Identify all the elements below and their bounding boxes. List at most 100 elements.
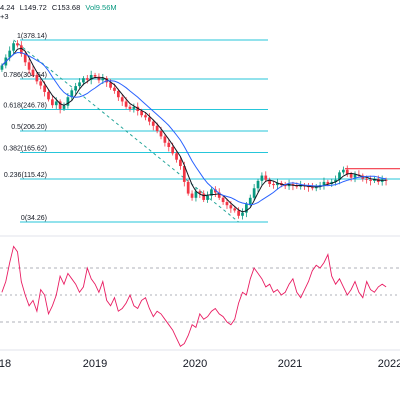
candle-body	[85, 78, 89, 80]
candle-body	[19, 45, 23, 54]
candle-body	[252, 188, 256, 198]
ohlc-volume-value: Vol9.56M	[85, 3, 117, 12]
candle-body	[12, 43, 15, 51]
candle-body	[179, 159, 182, 167]
candle-body	[264, 175, 268, 180]
candle-body	[186, 181, 190, 194]
candle-body	[175, 153, 178, 160]
candle-body	[295, 185, 299, 187]
candle-body	[233, 208, 237, 211]
candle-body	[155, 125, 159, 132]
candle-body	[16, 43, 19, 46]
candle-body	[148, 117, 151, 122]
ohlc-readout: 4.24 L149.72 C153.68 Vol9.56M	[0, 3, 120, 12]
candle-body	[342, 169, 345, 173]
candle-body	[47, 91, 50, 100]
candle-body	[54, 101, 58, 106]
candle-body	[23, 53, 27, 63]
x-tick-label: 2019	[83, 358, 107, 370]
candle-body	[380, 179, 384, 182]
fib-label-0.786: 0.786(304.54)	[3, 72, 47, 79]
x-tick-label: 2020	[183, 358, 207, 370]
candle-body	[109, 82, 112, 88]
candle-body	[116, 90, 120, 98]
candle-body	[210, 189, 213, 196]
candle-body	[334, 179, 337, 182]
candle-body	[113, 87, 116, 91]
candlestick-series	[0, 40, 388, 220]
candle-body	[120, 97, 124, 102]
fib-label-0.236: 0.236(115.42)	[4, 172, 47, 179]
candle-body	[190, 193, 194, 198]
candle-body	[128, 106, 132, 109]
candle-body	[237, 210, 240, 216]
indicator-sub-label: +3	[0, 12, 9, 21]
candle-body	[0, 65, 4, 70]
candle-body	[182, 166, 186, 182]
candle-body	[326, 181, 330, 185]
candle-body	[248, 197, 252, 205]
rsi-line	[1, 245, 387, 347]
candle-body	[338, 172, 341, 180]
candle-body	[245, 204, 248, 213]
candle-body	[124, 101, 128, 107]
candle-body	[31, 69, 35, 76]
candle-body	[349, 173, 353, 178]
candle-body	[225, 202, 229, 206]
candle-body	[144, 115, 147, 118]
moving-average-slow	[1, 51, 387, 206]
candle-body	[27, 62, 31, 70]
candle-body	[82, 78, 85, 83]
candle-body	[140, 110, 143, 116]
candle-body	[43, 85, 46, 92]
candle-body	[78, 82, 81, 87]
fib-label-0: 0(34.26)	[21, 215, 47, 222]
candle-body	[202, 193, 206, 200]
candle-body	[276, 182, 279, 186]
candle-body	[167, 142, 171, 147]
candle-body	[206, 195, 209, 200]
candle-body	[74, 86, 78, 91]
candle-body	[58, 101, 62, 109]
candle-body	[272, 184, 275, 186]
rsi-panel	[0, 235, 400, 351]
candle-body	[62, 105, 66, 109]
candle-body	[322, 181, 326, 186]
fib-label-0.618: 0.618(246.78)	[3, 103, 47, 110]
candle-body	[89, 75, 93, 80]
x-tick-label: 2022	[378, 358, 400, 370]
candle-body	[198, 191, 202, 194]
candle-body	[369, 179, 372, 181]
candle-body	[194, 191, 198, 198]
candle-body	[163, 136, 167, 143]
candle-body	[229, 205, 233, 209]
candle-body	[256, 180, 260, 189]
fib-label-0.5: 0.5(206.20)	[11, 124, 47, 131]
candle-body	[105, 78, 109, 83]
candle-body	[260, 175, 264, 181]
candle-body	[217, 192, 221, 198]
ohlc-open-value: 4.24	[0, 3, 15, 12]
candle-body	[51, 99, 54, 106]
candle-body	[8, 50, 12, 58]
candle-body	[35, 75, 39, 82]
candle-body	[213, 189, 217, 193]
candle-body	[365, 178, 369, 180]
candle-body	[241, 212, 244, 216]
candle-body	[345, 169, 349, 174]
moving-averages	[1, 47, 387, 213]
candle-body	[268, 179, 272, 185]
fib-label-0.382: 0.382(165.62)	[3, 145, 47, 152]
x-tick-label: 2021	[278, 358, 302, 370]
candle-body	[39, 81, 43, 86]
candle-body	[171, 146, 175, 154]
x-tick-label: 18	[0, 358, 11, 370]
candle-body	[221, 197, 225, 203]
candle-body	[283, 185, 287, 187]
candle-body	[97, 76, 101, 81]
moving-average-fast	[1, 47, 387, 213]
candle-body	[132, 106, 136, 109]
candle-body	[66, 97, 70, 106]
fibonacci-retracement: 1(378.14) 0.786(304.54) 0.618(246.78) 0.5(2…	[3, 33, 400, 223]
